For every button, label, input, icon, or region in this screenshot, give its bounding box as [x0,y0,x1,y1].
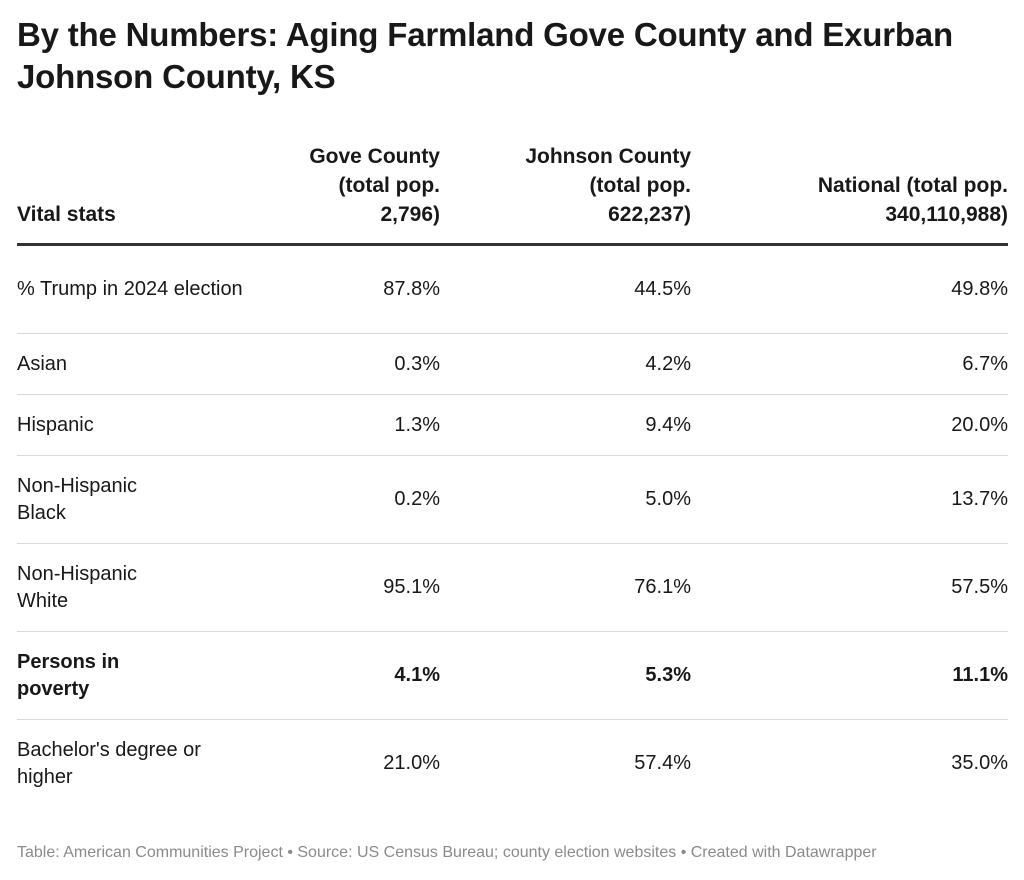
cell-national: 35.0% [951,752,1008,774]
cell-national: 20.0% [691,394,1008,456]
column-header-label: Gove County (total pop. 2,796) [309,145,440,226]
table-row-bachelors-degree: Bachelor's degree or higher 21.0% 57.4% … [17,720,1008,808]
row-label: Asian [17,333,287,395]
row-label: % Trump in 2024 election [17,244,287,334]
row-label: Persons in poverty [17,631,287,720]
row-label-text: Non-Hispanic Black [17,474,138,524]
cell-gove-county: 87.8% [287,244,440,334]
cell-johnson-county: 9.4% [440,394,691,456]
column-header-label: National (total pop. 340,110,988) [817,174,1008,226]
cell-national: 6.7% [691,333,1008,395]
row-label-text: Bachelor's degree or higher [17,738,201,788]
column-header-gove-county: Gove County (total pop. 2,796) [287,142,440,246]
cell-gove-county: 4.1% [287,631,440,720]
cell-johnson-county: 5.3% [440,631,691,720]
cell-national: 11.1% [691,631,1008,720]
table-row-non-hispanic-black: Non-Hispanic Black 0.2% 5.0% 13.7% [17,455,1008,544]
data-table: Vital stats Gove County (total pop. 2,79… [17,142,1008,807]
table-row-hispanic: Hispanic 1.3% 9.4% 20.0% [17,394,1008,456]
row-label: Hispanic [17,394,287,456]
row-label: Non-Hispanic Black [17,455,287,544]
footer-source-note: Table: American Communities Project • So… [17,844,877,861]
table-row-persons-in-poverty: Persons in poverty 4.1% 5.3% 11.1% [17,631,1008,720]
table-row-asian: Asian 0.3% 4.2% 6.7% [17,333,1008,395]
chart-title: By the Numbers: Aging Farmland Gove Coun… [17,16,953,95]
table-row-non-hispanic-white: Non-Hispanic White 95.1% 76.1% 57.5% [17,543,1008,632]
row-label-text: Non-Hispanic White [17,562,138,612]
cell-gove-county: 95.1% [287,543,440,632]
column-header-label: Johnson County (total pop. 622,237) [525,145,691,226]
column-header-johnson-county: Johnson County (total pop. 622,237) [440,142,691,246]
column-header-national: National (total pop. 340,110,988) [691,142,1008,246]
cell-national: 49.8% [691,244,1008,334]
cell-johnson-county: 5.0% [440,455,691,544]
cell-johnson-county: 4.2% [440,333,691,395]
row-label-text: Persons in poverty [17,650,120,700]
header-row: Vital stats Gove County (total pop. 2,79… [17,142,1008,246]
cell-gove-county: 21.0% [383,752,440,774]
cell-johnson-county: 76.1% [440,543,691,632]
row-label: Bachelor's degree or higher [17,720,287,808]
column-header-vital-stats: Vital stats [17,142,287,246]
cell-johnson-county: 57.4% [634,752,691,774]
cell-gove-county: 1.3% [287,394,440,456]
cell-gove-county: 0.2% [287,455,440,544]
table-row-trump-2024: % Trump in 2024 election 87.8% 44.5% 49.… [17,244,1008,334]
cell-national: 57.5% [691,543,1008,632]
column-header-label: Vital stats [17,203,116,226]
cell-gove-county: 0.3% [287,333,440,395]
cell-johnson-county: 44.5% [440,244,691,334]
row-label: Non-Hispanic White [17,543,287,632]
cell-national: 13.7% [691,455,1008,544]
